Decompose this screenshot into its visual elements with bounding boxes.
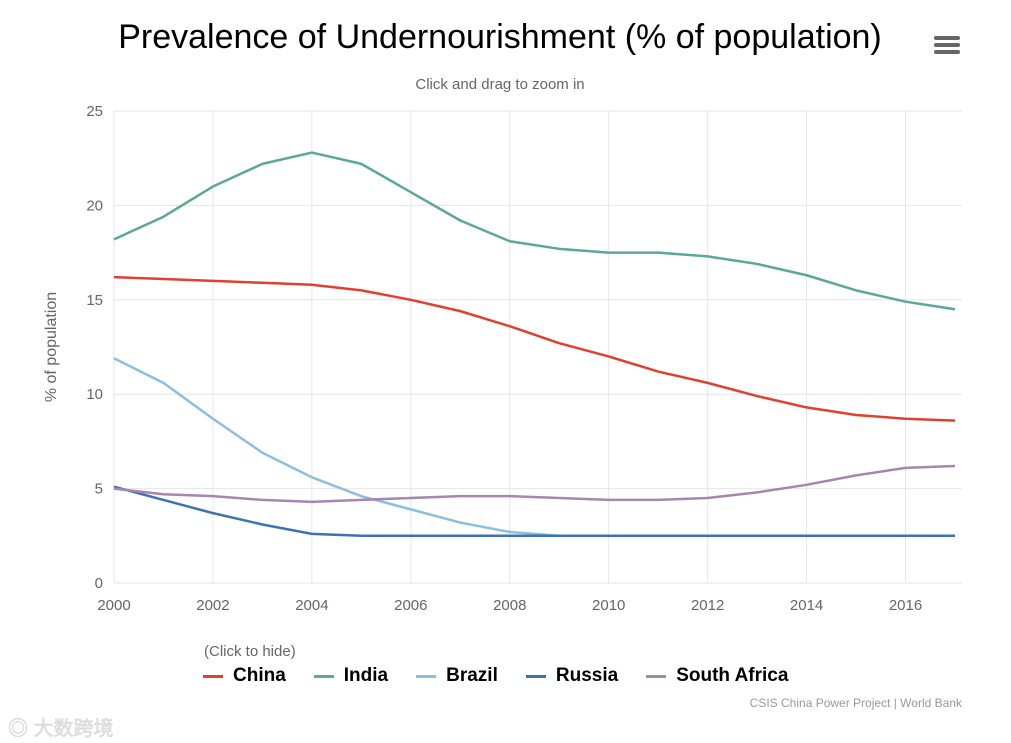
legend-item-russia[interactable]: Russia [525,665,619,687]
y-axis-label: % of population [43,292,60,402]
x-tick-label: 2014 [790,597,823,614]
legend-label: China [233,665,286,686]
y-tick-label: 0 [95,575,103,592]
chart-subtitle: Click and drag to zoom in [415,76,585,93]
x-tick-label: 2000 [97,597,130,614]
series-line-india [113,151,956,311]
x-tick-label: 2010 [592,597,625,614]
legend-label: India [343,665,389,686]
legend-item-brazil[interactable]: Brazil [416,665,498,687]
x-tick-label: 2002 [196,597,229,614]
legend-label: Brazil [446,665,498,686]
menu-hamburger-icon[interactable] [934,36,960,57]
y-tick-label: 5 [95,481,103,498]
x-tick-label: 2016 [889,597,922,614]
legend-hint: (Click to hide) [204,643,296,660]
legend-label: South Africa [676,665,789,686]
y-tick-label: 10 [86,386,103,403]
legend-swatch [313,674,334,678]
y-tick-label: 25 [86,103,103,120]
chart-title: Prevalence of Undernourishment (% of pop… [118,18,882,56]
legend-item-china[interactable]: China [203,665,286,687]
legend: China India Brazil Russia South Africa [203,665,788,687]
watermark-logo: ◎ 大数跨境 [8,718,114,740]
legend-swatch [525,674,546,678]
series-line-brazil [113,357,955,538]
y-tick-label: 20 [86,197,103,214]
x-tick-label: 2006 [394,597,427,614]
legend-item-south-africa[interactable]: South Africa [646,665,788,687]
credit-text[interactable]: CSIS China Power Project | World Bank [749,696,962,710]
legend-item-india[interactable]: India [313,665,389,687]
x-tick-label: 2008 [493,597,526,614]
x-tick-label: 2004 [295,597,328,614]
y-tick-label: 15 [86,292,103,309]
series-line-south-africa [113,464,956,504]
series-line-china [113,275,956,422]
series-line-russia [113,485,955,538]
legend-swatch [646,674,667,678]
legend-swatch [203,674,223,678]
legend-swatch [416,674,437,678]
x-tick-label: 2012 [691,597,724,614]
legend-label: Russia [555,665,619,686]
